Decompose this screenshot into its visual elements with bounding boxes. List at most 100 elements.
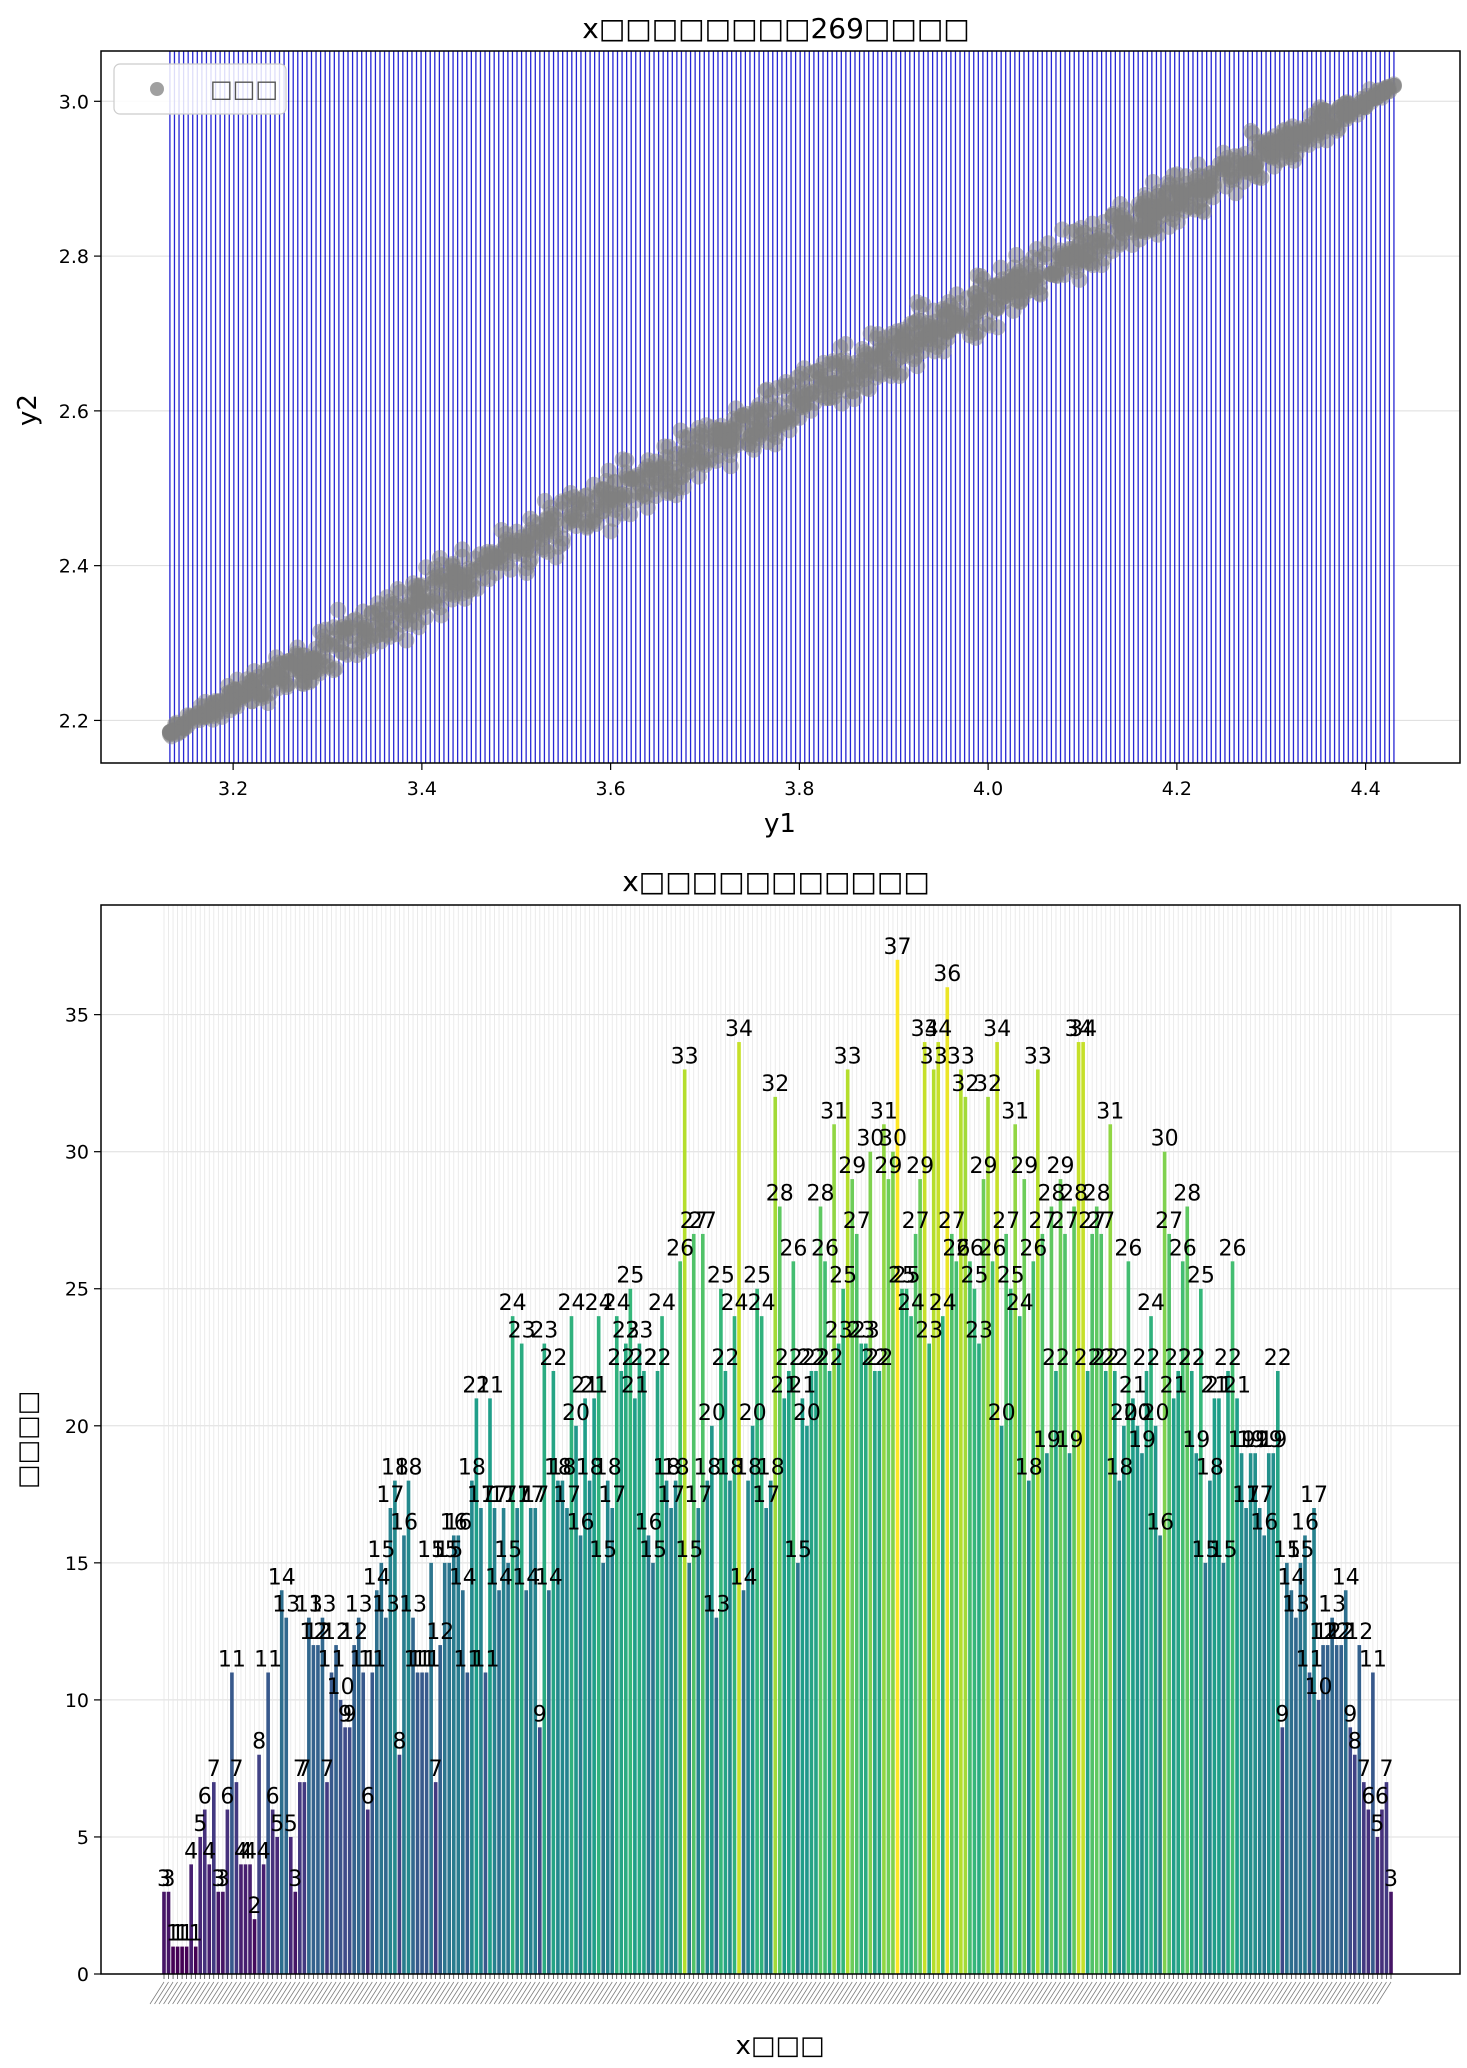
bar-value-label: 18: [1196, 1456, 1224, 1481]
bar-value-label: 22: [1178, 1346, 1206, 1371]
bar-value-label: 30: [879, 1127, 907, 1152]
bar-value-label: 22: [865, 1346, 893, 1371]
bar-value-label: 23: [852, 1319, 880, 1344]
bar-value-label: 27: [902, 1209, 930, 1234]
x-tick-label-glyph: [928, 1981, 944, 2005]
bar: [542, 1343, 547, 1974]
bar: [248, 1864, 252, 1974]
scatter-point: [315, 632, 332, 649]
bar: [198, 1836, 203, 1974]
bar-value-label: 11: [453, 1647, 481, 1672]
bar-value-label: 22: [1264, 1346, 1292, 1371]
bar: [506, 1562, 510, 1974]
bar: [243, 1864, 248, 1974]
x-tick-label-glyph: [1150, 1981, 1165, 2005]
scatter-point: [872, 347, 889, 364]
scatter-point: [539, 543, 556, 560]
bar: [528, 1508, 533, 1974]
bar: [904, 1288, 909, 1974]
bar-value-label: 25: [1187, 1264, 1215, 1289]
bar-value-label: 21: [580, 1373, 608, 1398]
x-tick-label-glyph: [339, 1981, 355, 2005]
bar-value-label: 1: [189, 1922, 203, 1947]
bar-value-label: 5: [1370, 1812, 1384, 1837]
bar-value-label: 17: [598, 1483, 626, 1508]
x-tick-label-glyph: [837, 1981, 853, 2005]
bar: [180, 1946, 184, 1974]
bar-value-label: 22: [1042, 1346, 1070, 1371]
bar: [977, 1343, 981, 1974]
bar-value-label: 27: [1051, 1209, 1079, 1234]
scatter-point: [606, 473, 623, 490]
bar: [257, 1754, 261, 1974]
bar: [936, 1042, 941, 1974]
bar-value-label: 19: [1033, 1428, 1061, 1453]
bar: [551, 1370, 556, 1974]
bar: [1094, 1206, 1099, 1974]
bar: [347, 1727, 352, 1974]
x-tick-label-glyph: [1068, 1981, 1084, 2005]
x-tick-label-glyph: [797, 1981, 812, 2005]
x-tick-label-glyph: [303, 1981, 319, 2005]
x-tick-label-glyph: [163, 1981, 178, 2005]
bar-value-label: 14: [1277, 1565, 1305, 1590]
bar-value-label: 2: [248, 1894, 262, 1919]
bar-value-label: 26: [666, 1236, 694, 1261]
scatter-point: [518, 564, 535, 581]
bar: [1289, 1590, 1294, 1974]
bar: [374, 1590, 379, 1974]
scatter-point: [820, 370, 837, 387]
x-tick-label-glyph: [1168, 1981, 1184, 2005]
scatter-point: [1094, 223, 1111, 240]
scatter-point: [204, 711, 221, 728]
scatter-point: [669, 480, 686, 497]
bar: [1189, 1370, 1194, 1974]
bar: [732, 1316, 737, 1974]
x-tick-label-glyph: [593, 1981, 609, 2005]
x-tick-label-glyph: [1200, 1981, 1215, 2005]
bar-value-label: 22: [644, 1346, 672, 1371]
bar-value-label: 23: [508, 1319, 536, 1344]
bar: [1352, 1754, 1357, 1974]
bar: [424, 1672, 429, 1974]
bar-value-label: 12: [1327, 1620, 1355, 1645]
bar-value-label: 36: [933, 962, 961, 987]
bar: [1081, 1042, 1085, 1974]
bar: [1135, 1425, 1140, 1974]
bar-value-label: 26: [942, 1236, 970, 1261]
bar-value-label: 13: [1318, 1593, 1346, 1618]
bar-value-label: 22: [1101, 1346, 1129, 1371]
scatter-point: [921, 336, 938, 353]
x-tick-label-glyph: [647, 1981, 663, 2005]
x-tick-label-glyph: [149, 1981, 165, 2005]
bar: [696, 1508, 701, 1974]
bar-value-label: 32: [951, 1072, 979, 1097]
bar-value-label: 22: [1133, 1346, 1161, 1371]
scatter-point: [1038, 249, 1055, 266]
x-tick-label-glyph: [1086, 1981, 1102, 2005]
bar-value-label: 22: [861, 1346, 889, 1371]
scatter-axes-frame: [100, 50, 1461, 764]
x-tick-label-glyph: [1317, 1981, 1333, 2005]
x-tick-label-glyph: [1019, 1981, 1034, 2005]
x-tick-label-glyph: [584, 1981, 599, 2005]
x-tick-label-glyph: [253, 1981, 269, 2005]
x-tick-label-glyph: [1105, 1981, 1120, 2005]
bar-value-label: 31: [820, 1099, 848, 1124]
scatter-point: [736, 407, 753, 424]
scatter-point: [1018, 256, 1035, 273]
bar: [1239, 1453, 1244, 1974]
x-tick-label-glyph: [1308, 1981, 1324, 2005]
bar: [1108, 1124, 1113, 1974]
scatter-point: [330, 601, 347, 618]
scatter-vertical-lines: [169, 51, 1395, 763]
bar: [764, 1508, 768, 1974]
x-tick-label-glyph: [516, 1981, 532, 2005]
bar-value-label: 34: [983, 1017, 1011, 1042]
x-tick-label-glyph: [416, 1981, 432, 2005]
bar-value-label: 11: [404, 1647, 432, 1672]
legend-box: [113, 63, 287, 115]
bar-value-label: 24: [557, 1291, 585, 1316]
scatter-point: [281, 655, 298, 672]
scatter-point: [887, 337, 904, 354]
